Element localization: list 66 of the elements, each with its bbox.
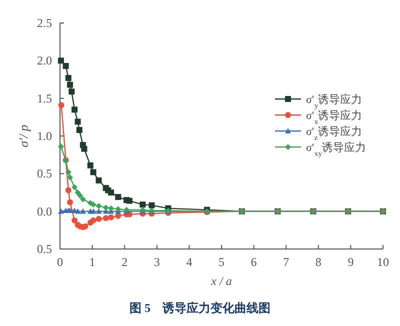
point (80, 208, 86, 214)
point (115, 194, 122, 200)
point (90, 169, 96, 176)
x-tick-label: 2 (122, 255, 128, 269)
y-axis-title: σ′/ p (16, 124, 31, 148)
point (67, 82, 74, 88)
point (72, 106, 78, 113)
point (90, 217, 96, 224)
x-tick-label: 10 (377, 255, 389, 269)
point (74, 190, 81, 196)
point (102, 215, 109, 222)
point (108, 205, 114, 212)
text: 图 5 诱导应力变化曲线图 (130, 301, 270, 315)
x-tick-label: 3 (154, 255, 160, 269)
legend-label: σ′$_{xy}$诱导应力 (306, 141, 366, 158)
point (62, 62, 69, 69)
legend-label: σ′$_{x}$诱导应力 (306, 109, 362, 126)
point (87, 162, 94, 168)
point (65, 169, 72, 176)
point (102, 204, 109, 211)
y-tick-label: 0.0 (37, 204, 52, 218)
x-tick-label: 5 (218, 255, 224, 269)
point (77, 192, 84, 199)
point (68, 88, 75, 95)
point (82, 223, 88, 230)
y-tick-label: 0.5 (37, 166, 52, 181)
x-tick-label: 8 (315, 255, 322, 269)
point (74, 208, 81, 214)
legend-label: σ′$_{y}$诱导应力 (306, 93, 362, 110)
x-tick-label: 7 (283, 255, 290, 269)
point (108, 214, 114, 220)
x-tick-label: 1 (89, 255, 96, 269)
point (58, 102, 64, 108)
point (126, 198, 132, 204)
point (108, 190, 114, 196)
x-tick-label: 0 (57, 255, 63, 269)
point (58, 58, 64, 64)
y-tick-label: 1.0 (37, 129, 52, 143)
point (72, 217, 78, 224)
point (65, 187, 72, 194)
y-tick-label: 1.5 (37, 91, 52, 106)
y-tick-label: 2.0 (37, 54, 52, 68)
x-tick-label: 9 (348, 255, 354, 269)
point (65, 74, 72, 81)
x-tick-label: 6 (250, 255, 257, 269)
point (96, 203, 102, 210)
x-tick-label: 4 (186, 255, 192, 269)
point (80, 196, 86, 202)
point (81, 146, 88, 152)
point (58, 144, 64, 150)
point (96, 177, 102, 184)
point (74, 118, 81, 125)
point (58, 208, 64, 214)
y-tick-label: 0.5 (37, 242, 52, 256)
point (140, 202, 146, 208)
point (67, 199, 74, 206)
y-tick-label: 2.5 (37, 16, 52, 30)
legend-label: σ′$_{z}$诱导应力 (306, 125, 362, 142)
point (96, 208, 102, 214)
point (148, 202, 155, 208)
point (90, 208, 96, 214)
point (76, 126, 82, 133)
x-axis-title: x / a (210, 274, 232, 288)
point (96, 216, 102, 222)
point (72, 184, 78, 190)
point (67, 174, 74, 180)
